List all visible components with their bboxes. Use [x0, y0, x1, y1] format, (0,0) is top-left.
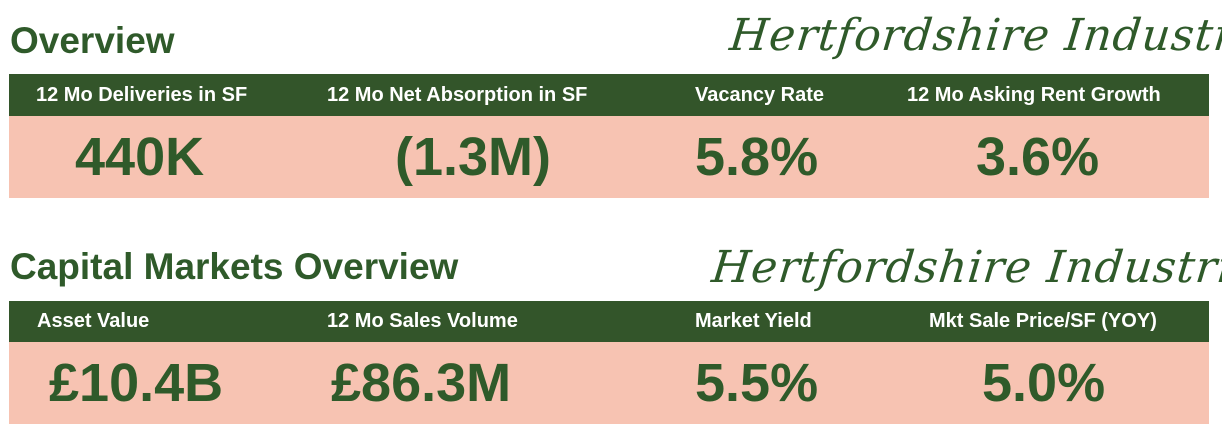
metric-value-asset-value: £10.4B — [49, 353, 224, 413]
metric-value-asking-rent-growth: 3.6% — [976, 127, 1100, 187]
capital-markets-heading: Capital Markets Overview — [10, 246, 459, 287]
capital-markets-label-bar: Asset Value 12 Mo Sales Volume Market Yi… — [9, 301, 1209, 342]
metric-label-asset-value: Asset Value — [37, 310, 150, 332]
metric-label-sale-price-psf: Mkt Sale Price/SF (YOY) — [929, 310, 1157, 332]
overview-market-name: Hertfordshire Industrial — [727, 10, 1222, 61]
metric-value-vacancy-rate: 5.8% — [695, 127, 819, 187]
metric-value-deliveries: 440K — [75, 127, 205, 187]
capital-markets-market-name: Hertfordshire Industrial — [709, 242, 1222, 293]
metric-label-vacancy-rate: Vacancy Rate — [695, 84, 824, 106]
overview-label-bar: 12 Mo Deliveries in SF 12 Mo Net Absorpt… — [9, 74, 1209, 116]
capital-markets-value-band: £10.4B £86.3M 5.5% 5.0% — [9, 342, 1209, 424]
metric-value-sale-price-psf: 5.0% — [982, 353, 1106, 413]
overview-value-band: 440K (1.3M) 5.8% 3.6% — [9, 116, 1209, 198]
metric-value-net-absorption: (1.3M) — [395, 127, 552, 187]
metric-label-asking-rent-growth: 12 Mo Asking Rent Growth — [907, 84, 1161, 106]
metric-label-market-yield: Market Yield — [695, 310, 812, 332]
metric-value-sales-volume: £86.3M — [331, 353, 512, 413]
metric-label-sales-volume: 12 Mo Sales Volume — [327, 310, 518, 332]
overview-heading: Overview — [10, 20, 175, 61]
metric-label-deliveries: 12 Mo Deliveries in SF — [36, 84, 248, 106]
metric-label-net-absorption: 12 Mo Net Absorption in SF — [327, 84, 588, 106]
metric-value-market-yield: 5.5% — [695, 353, 819, 413]
